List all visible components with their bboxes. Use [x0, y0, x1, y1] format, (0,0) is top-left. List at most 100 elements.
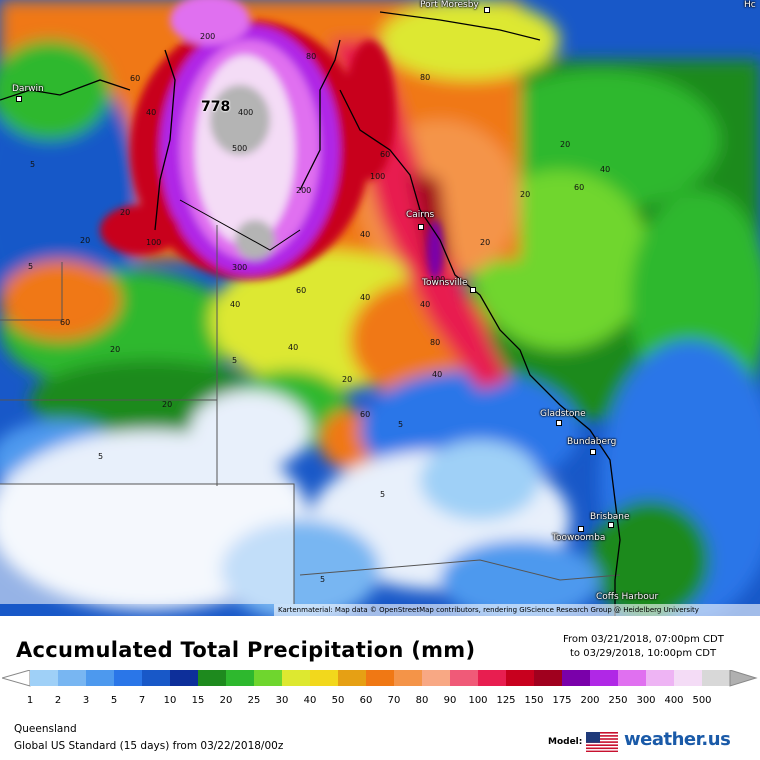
legend-arrow-low — [0, 669, 31, 687]
legend-tick-label: 25 — [248, 695, 261, 706]
contour-label: 200 — [296, 186, 312, 195]
contour-label: 200 — [200, 32, 216, 41]
legend-swatch — [450, 670, 479, 686]
contour-label: 40 — [420, 300, 431, 309]
city-marker — [556, 420, 562, 426]
legend-tick-label: 7 — [139, 695, 145, 706]
contour-label: 5 — [320, 575, 326, 584]
contour-label: 60 — [380, 150, 391, 159]
chart-title: Accumulated Total Precipitation (mm) — [16, 638, 476, 662]
city-marker — [418, 224, 424, 230]
map-attribution: Kartenmaterial: Map data © OpenStreetMap… — [274, 604, 760, 616]
legend-tick-label: 2 — [55, 695, 61, 706]
city-label: Darwin — [12, 84, 44, 94]
contour-label: 40 — [600, 165, 611, 174]
contour-label: 20 — [342, 375, 353, 384]
legend-tick-label: 3 — [83, 695, 89, 706]
contour-label: 100 — [146, 238, 162, 247]
legend-swatch — [170, 670, 199, 686]
contour-label: 20 — [520, 190, 531, 199]
brand-logo[interactable]: weather.us — [624, 729, 731, 750]
contour-label: 20 — [560, 140, 571, 149]
legend-tick-label: 150 — [524, 695, 543, 706]
legend-tick-label: 80 — [416, 695, 429, 706]
legend-tick-label: 90 — [444, 695, 457, 706]
date-range-to: to 03/29/2018, 10:00pm CDT — [570, 648, 717, 659]
legend-swatch — [282, 670, 311, 686]
contour-label: 100 — [430, 275, 446, 284]
contour-label: 60 — [130, 74, 141, 83]
legend-tick-label: 125 — [496, 695, 515, 706]
contour-label: 300 — [232, 263, 248, 272]
max-value-label: 778 — [201, 99, 231, 115]
contour-label: 40 — [360, 230, 371, 239]
legend-swatch — [422, 670, 451, 686]
legend-swatch — [58, 670, 87, 686]
legend-tick-label: 50 — [332, 695, 345, 706]
legend-tick-label: 70 — [388, 695, 401, 706]
legend-swatch — [310, 670, 339, 686]
contour-label: 100 — [370, 172, 386, 181]
contour-label: 20 — [110, 345, 121, 354]
contour-label: 40 — [360, 293, 371, 302]
legend-swatch — [226, 670, 255, 686]
city-marker — [484, 7, 490, 13]
contour-label: 40 — [146, 108, 157, 117]
contour-label: 80 — [430, 338, 441, 347]
contour-label: 40 — [230, 300, 241, 309]
legend-swatch — [506, 670, 535, 686]
legend-swatch — [30, 670, 59, 686]
legend-swatch — [646, 670, 675, 686]
contour-label: 5 — [28, 262, 34, 271]
city-marker — [608, 522, 614, 528]
legend-tick-label: 5 — [111, 695, 117, 706]
legend-swatch — [86, 670, 115, 686]
legend-swatch — [590, 670, 619, 686]
contour-label: 80 — [420, 73, 431, 82]
contour-label: 80 — [306, 52, 317, 61]
city-label: Brisbane — [590, 512, 630, 522]
legend-swatch — [114, 670, 143, 686]
legend-arrow-high — [729, 669, 758, 687]
city-label: Bundaberg — [567, 437, 617, 447]
legend-tick-label: 250 — [608, 695, 627, 706]
contour-label: 60 — [574, 183, 585, 192]
legend-tick-label: 20 — [220, 695, 233, 706]
contour-label: 5 — [380, 490, 386, 499]
contour-label: 60 — [60, 318, 71, 327]
city-marker — [470, 287, 476, 293]
legend-tick-label: 500 — [692, 695, 711, 706]
legend-tick-label: 10 — [164, 695, 177, 706]
contour-label: 20 — [480, 238, 491, 247]
contour-label: 5 — [398, 420, 404, 429]
legend-tick-label: 200 — [580, 695, 599, 706]
legend-swatch — [534, 670, 563, 686]
model-description: Global US Standard (15 days) from 03/22/… — [14, 740, 284, 752]
legend-tick-label: 15 — [192, 695, 205, 706]
region-name: Queensland — [14, 723, 77, 735]
legend-scale: 1 2 3 5 7 10 15 20 25 30 40 50 60 70 80 90 100 125 150 175 2… — [0, 669, 758, 706]
contour-label: 60 — [296, 286, 307, 295]
city-marker — [578, 526, 584, 532]
city-marker — [590, 449, 596, 455]
legend-tick-label: 300 — [636, 695, 655, 706]
contour-label: 5 — [98, 452, 104, 461]
legend-swatch — [702, 670, 731, 686]
city-label: Toowoomba — [552, 533, 606, 543]
city-label: Townsville — [422, 278, 468, 288]
legend-swatch — [198, 670, 227, 686]
contour-label: 40 — [288, 343, 299, 352]
contour-label: 40 — [432, 370, 443, 379]
contour-label: 20 — [80, 236, 91, 245]
legend-tick-label: 100 — [468, 695, 487, 706]
legend-swatch — [338, 670, 367, 686]
legend-tick-label: 400 — [664, 695, 683, 706]
legend-tick-label: 30 — [276, 695, 289, 706]
contour-label: 500 — [232, 144, 248, 153]
legend-swatch — [618, 670, 647, 686]
precipitation-map: 778 200 400 500 300 200 80 60 40 40 20 20 60 100 100 8… — [0, 0, 760, 616]
legend-swatch — [674, 670, 703, 686]
legend-tick-label: 40 — [304, 695, 317, 706]
contour-label: 60 — [360, 410, 371, 419]
city-label: Port Moresby — [420, 0, 479, 10]
